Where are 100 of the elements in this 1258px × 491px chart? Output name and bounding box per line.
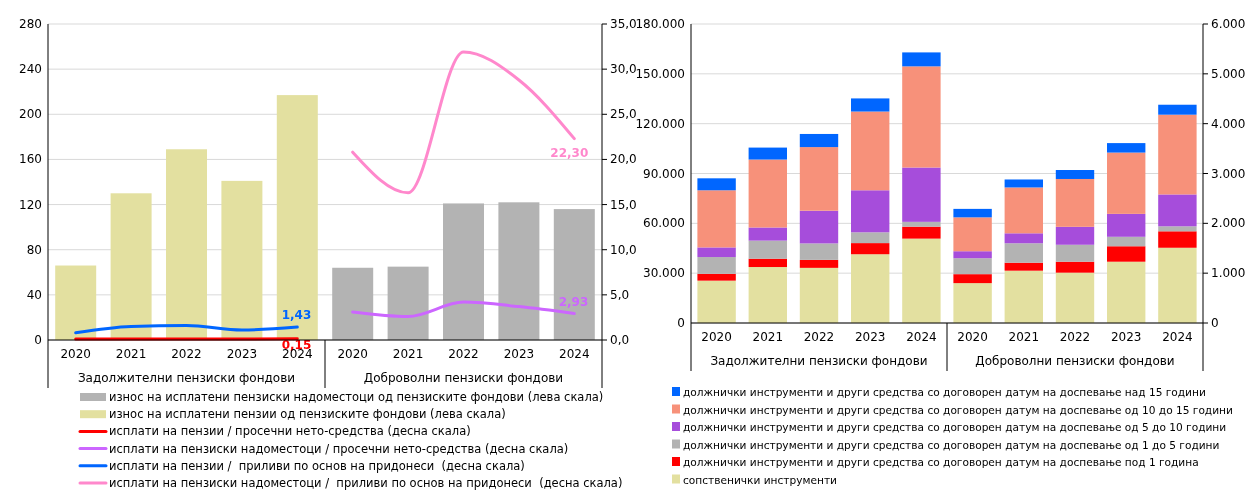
bar [851,98,890,112]
x-tick-label: 2023 [854,330,886,344]
bar [953,274,992,284]
bar [1055,244,1095,262]
bar [166,149,207,340]
y-tick-label: 30.000 [643,266,685,281]
x-tick-label: 2021 [752,330,784,344]
x-tick-label: 2021 [1008,330,1040,344]
bar [387,266,429,340]
bar [748,159,787,228]
y2-tick-label: 0 [1211,316,1219,330]
y2-tick-label: 5.000 [1211,66,1246,81]
bar [1055,261,1095,273]
bar [902,52,941,67]
bar [851,111,890,191]
bar [443,203,484,340]
legend-label: должнички инструменти и други средства со договорен датум на доспевање од 5 до 10 години [683,421,1227,433]
x-tick-label: 2024 [1162,330,1193,344]
bar [697,280,736,323]
bar [1107,152,1146,214]
bar [1055,272,1095,323]
x-tick-label: 2020 [60,347,91,361]
data-label: 22,30 [550,145,589,160]
bar [697,247,736,258]
bar [1158,194,1197,227]
bar [697,273,736,281]
y2-tick-label: 0,0 [610,333,630,347]
bar [1107,246,1146,262]
bar [902,238,941,323]
text: Задолжителни пензиски фондови [77,371,296,385]
bar [1004,262,1043,271]
y-tick-label: 120.000 [635,116,685,131]
bar [1107,213,1146,237]
bar [1055,226,1095,245]
bar [902,66,941,168]
bar [1158,247,1197,323]
y-tick-label: 0 [34,333,42,347]
text: Задолжителни пензиски фондови [710,354,928,368]
x-tick-label: 2023 [1110,330,1142,344]
bar [799,210,839,244]
legend-label: должнички инструменти и други средства со договорен датум на доспевање над 15 години [683,386,1206,398]
y-tick-label: 180.000 [635,17,685,31]
legend-label: должнички инструменти и други средства со договорен датум на доспевање под 1 година [683,456,1199,468]
legend-label: сопственички инструменти [683,473,838,486]
y-tick-label: 150.000 [635,66,685,81]
bar [110,193,152,340]
data-label: 2,93 [558,294,589,309]
bar [953,217,992,252]
y-tick-label: 0 [677,316,685,330]
bar [1004,187,1043,234]
text: Доброволни пензиски фондови [363,371,564,385]
bar [799,147,839,211]
x-tick-label: 2020 [701,330,732,344]
legend-label: исплати на пензиски надоместоци / просечни нето-средства (десна скала) [109,441,569,456]
legend-label: износ на исплатени пензии од пензиските фондови (лева скала) [109,407,506,422]
y-tick-label: 120 [19,197,42,212]
bar [902,167,941,222]
legend-label: износ на исплатени пензиски надоместоци од пензиските фондови (лева скала) [109,390,604,404]
legend-label: исплати на пензии / приливи по основ на придонеси (десна скала) [109,458,525,473]
bar [799,267,839,323]
x-tick-label: 2023 [503,347,535,361]
bar [953,251,992,259]
data-label: 0,15 [281,337,312,352]
bar [748,147,787,160]
bar [1158,114,1197,195]
bar [697,178,736,191]
bar [697,190,736,248]
bar [799,259,839,268]
bar [748,267,787,323]
bar [1107,261,1146,323]
legend-label: исплати на пензии / просечни нето-средства (десна скала) [109,424,471,439]
x-tick-label: 2020 [957,330,988,344]
y2-tick-label: 30,0 [610,62,637,77]
bar [748,240,787,259]
x-tick-label: 2022 [448,347,479,361]
x-tick-label: 2021 [115,347,147,361]
bar [1004,233,1043,244]
bar [1004,243,1043,263]
bar [332,267,374,340]
y-tick-label: 200 [19,107,42,122]
y2-tick-label: 25,0 [610,107,637,122]
bar [276,95,318,340]
data-label: 1,43 [281,308,312,323]
bar [851,232,890,244]
x-tick-label: 2022 [803,330,835,344]
legend-label: исплати на пензиски надоместоци / приливи по основ на придонеси (десна скала) [109,476,623,490]
y2-tick-label: 3.000 [1211,166,1246,181]
y2-tick-label: 35,0 [610,17,637,31]
bar [953,283,992,323]
x-tick-label: 2020 [337,347,368,361]
bar [1158,231,1197,248]
bar [1158,226,1197,232]
y-tick-label: 60.000 [643,216,685,231]
x-tick-label: 2024 [906,330,937,344]
y2-tick-label: 1.000 [1211,266,1246,281]
legend-label: должнички инструменти и други средства со договорен датум на доспевање од 1 до 5 години [683,438,1220,451]
bar [799,243,839,260]
text: Доброволни пензиски фондови [975,354,1175,368]
bar [851,243,890,255]
x-tick-label: 2023 [226,347,258,361]
